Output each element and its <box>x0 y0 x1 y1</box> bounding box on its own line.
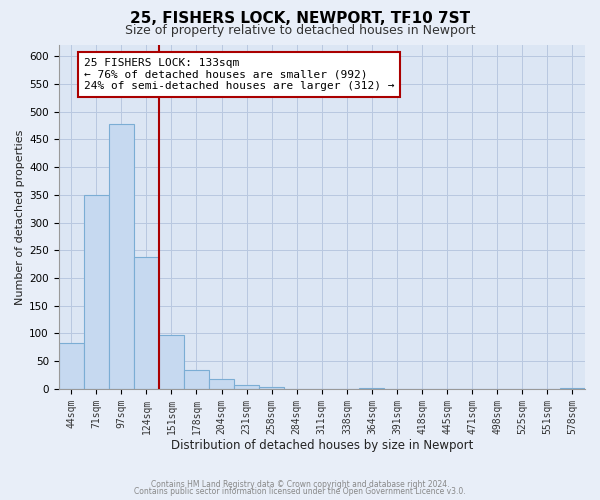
Bar <box>234 385 259 389</box>
Text: Size of property relative to detached houses in Newport: Size of property relative to detached ho… <box>125 24 475 37</box>
Bar <box>209 379 234 389</box>
Bar <box>259 388 284 389</box>
X-axis label: Distribution of detached houses by size in Newport: Distribution of detached houses by size … <box>170 440 473 452</box>
Text: Contains HM Land Registry data © Crown copyright and database right 2024.: Contains HM Land Registry data © Crown c… <box>151 480 449 489</box>
Text: 25, FISHERS LOCK, NEWPORT, TF10 7ST: 25, FISHERS LOCK, NEWPORT, TF10 7ST <box>130 11 470 26</box>
Bar <box>59 343 84 389</box>
Bar <box>134 258 159 389</box>
Bar <box>359 388 385 389</box>
Text: Contains public sector information licensed under the Open Government Licence v3: Contains public sector information licen… <box>134 487 466 496</box>
Bar <box>184 370 209 389</box>
Y-axis label: Number of detached properties: Number of detached properties <box>15 130 25 304</box>
Bar <box>109 124 134 389</box>
Bar <box>159 335 184 389</box>
Bar <box>84 195 109 389</box>
Text: 25 FISHERS LOCK: 133sqm
← 76% of detached houses are smaller (992)
24% of semi-d: 25 FISHERS LOCK: 133sqm ← 76% of detache… <box>84 58 394 91</box>
Bar <box>560 388 585 389</box>
